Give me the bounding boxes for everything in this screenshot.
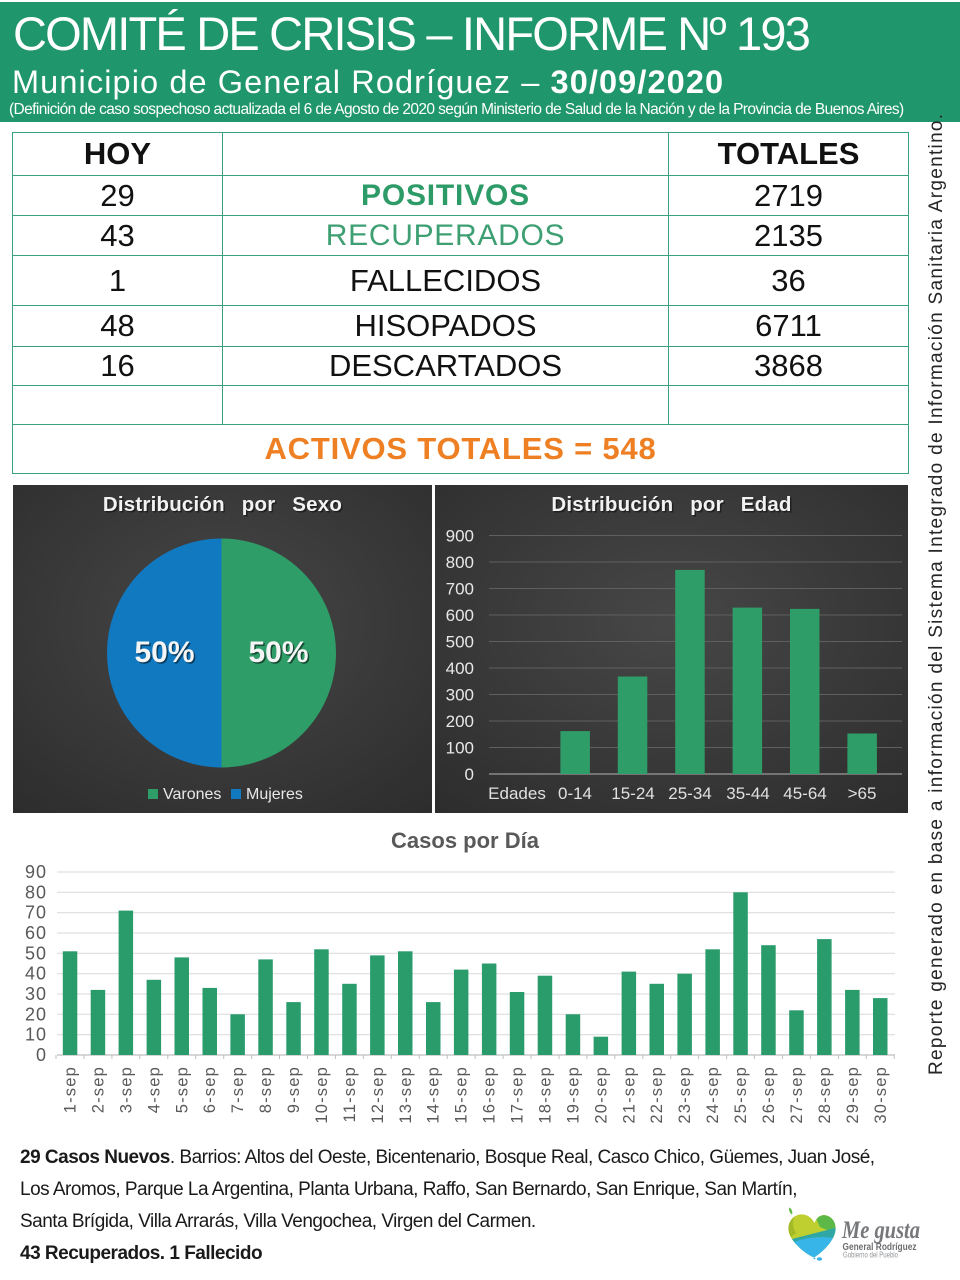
svg-text:21-sep: 21-sep [620,1066,638,1124]
svg-text:20-sep: 20-sep [592,1066,610,1124]
svg-text:100: 100 [446,739,474,758]
svg-text:Varones: Varones [163,786,221,803]
svg-text:30: 30 [25,984,47,1004]
svg-text:4-sep: 4-sep [145,1066,163,1113]
svg-text:2-sep: 2-sep [89,1066,107,1113]
svg-text:500: 500 [446,633,474,652]
svg-text:3-sep: 3-sep [117,1066,135,1113]
svg-text:5-sep: 5-sep [173,1066,191,1113]
svg-text:0-14: 0-14 [558,784,592,803]
svg-text:Distribución por Sexo: Distribución por Sexo [104,495,343,518]
svg-text:600: 600 [446,606,474,625]
svg-text:28-sep: 28-sep [816,1066,834,1124]
svg-text:General Rodríguez: General Rodríguez [843,1241,917,1253]
svg-text:Distribución por Edad: Distribución por Edad [553,495,793,518]
svg-text:9-sep: 9-sep [285,1066,303,1113]
svg-text:45-64: 45-64 [783,784,826,803]
svg-text:17-sep: 17-sep [509,1066,527,1124]
svg-text:22-sep: 22-sep [648,1066,666,1124]
svg-text:13-sep: 13-sep [397,1066,415,1124]
svg-text:>65: >65 [848,784,877,803]
svg-text:80: 80 [25,882,47,902]
svg-text:8-sep: 8-sep [257,1066,275,1113]
svg-text:400: 400 [446,659,474,678]
svg-text:1-sep: 1-sep [62,1066,80,1113]
svg-text:0: 0 [36,1045,47,1065]
svg-text:800: 800 [446,553,474,572]
svg-text:50%: 50% [250,638,310,671]
svg-text:60: 60 [25,923,47,943]
svg-text:25-sep: 25-sep [732,1066,750,1124]
svg-text:35-44: 35-44 [726,784,769,803]
svg-text:29-sep: 29-sep [844,1066,862,1124]
svg-text:Me gusta: Me gusta [841,1217,920,1244]
svg-text:700: 700 [446,580,474,599]
svg-text:30-sep: 30-sep [872,1066,890,1124]
svg-text:300: 300 [446,686,474,705]
svg-text:15-24: 15-24 [611,784,654,803]
svg-text:26-sep: 26-sep [760,1066,778,1124]
svg-text:900: 900 [446,527,474,546]
svg-text:12-sep: 12-sep [369,1066,387,1124]
svg-text:14-sep: 14-sep [425,1066,443,1124]
svg-text:Mujeres: Mujeres [246,786,303,803]
svg-text:23-sep: 23-sep [676,1066,694,1124]
svg-text:15-sep: 15-sep [453,1066,471,1124]
svg-text:Casos por Día: Casos por Día [391,828,540,853]
svg-text:18-sep: 18-sep [537,1066,555,1124]
svg-text:Distribución por Edad: Distribución por Edad [551,493,791,516]
svg-text:10-sep: 10-sep [313,1066,331,1124]
svg-text:19-sep: 19-sep [564,1066,582,1124]
svg-text:200: 200 [446,712,474,731]
svg-text:7-sep: 7-sep [229,1066,247,1113]
svg-text:Gobierno del Pueblo: Gobierno del Pueblo [843,1251,898,1260]
svg-text:0: 0 [465,765,474,784]
svg-text:Distribución por Sexo: Distribución por Sexo [103,493,342,516]
svg-text:10: 10 [25,1025,47,1045]
svg-text:25-34: 25-34 [668,784,711,803]
svg-text:90: 90 [25,862,47,882]
svg-text:27-sep: 27-sep [788,1066,806,1124]
svg-text:50%: 50% [248,636,308,669]
svg-text:11-sep: 11-sep [341,1066,359,1122]
svg-text:40: 40 [25,964,47,984]
svg-text:50%: 50% [134,636,194,669]
svg-text:6-sep: 6-sep [201,1066,219,1113]
svg-text:50: 50 [25,943,47,963]
svg-text:24-sep: 24-sep [704,1066,722,1124]
svg-text:16-sep: 16-sep [481,1066,499,1124]
svg-text:20: 20 [25,1004,47,1024]
svg-text:50%: 50% [136,638,196,671]
svg-text:70: 70 [25,903,47,923]
svg-text:Edades: Edades [488,784,546,803]
